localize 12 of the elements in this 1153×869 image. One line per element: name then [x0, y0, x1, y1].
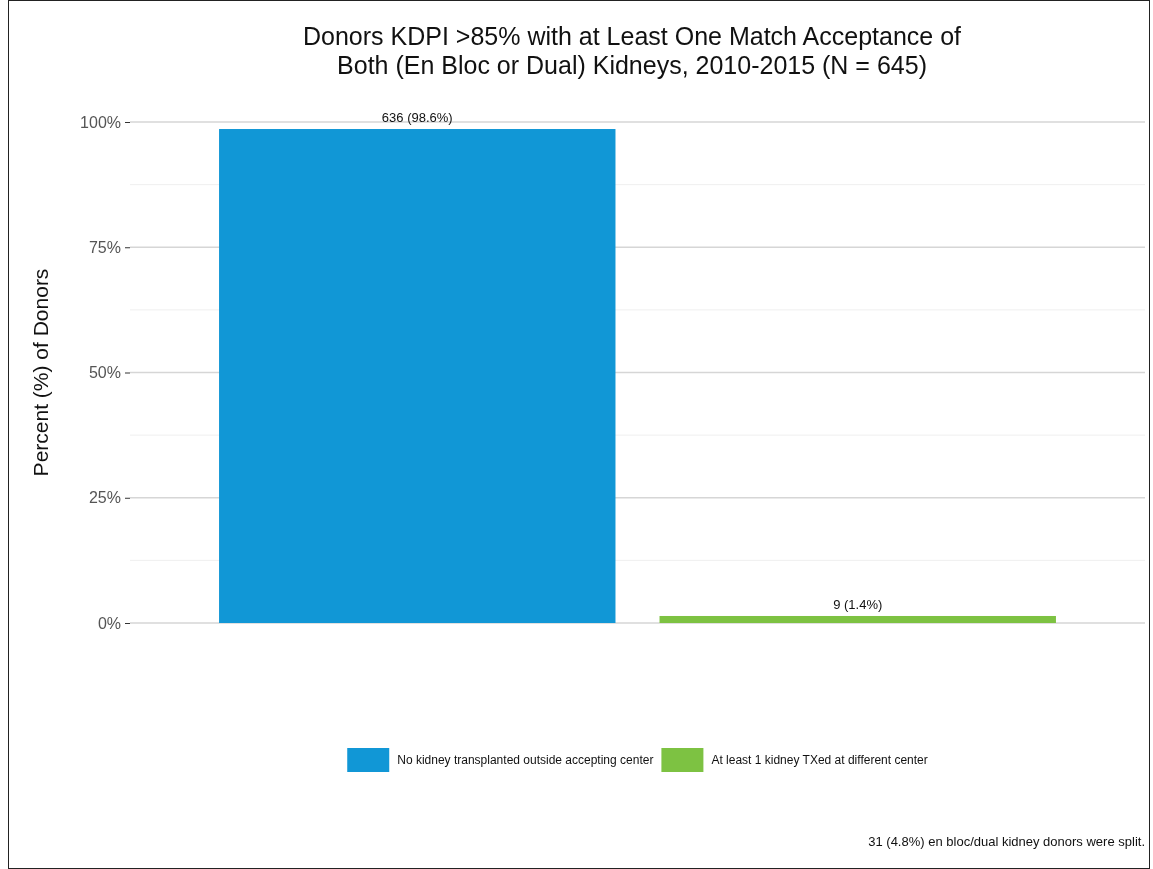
- y-tick-label: 75%: [88, 238, 121, 256]
- y-axis-title: Percent (%) of Donors: [29, 268, 52, 477]
- y-tick-label: 0%: [97, 614, 121, 632]
- y-tick-label: 50%: [88, 364, 121, 382]
- legend-label: No kidney transplanted outside accepting center: [397, 753, 654, 767]
- y-tick-label: 100%: [80, 113, 121, 131]
- data-label: 9 (1.4%): [833, 596, 883, 612]
- y-tick-label: 25%: [88, 489, 121, 507]
- data-label: 636 (98.6%): [381, 110, 453, 126]
- legend-label: At least 1 kidney TXed at different center: [711, 753, 928, 767]
- text: 31 (4.8%) en bloc/dual kidney donors were split.: [868, 834, 1145, 849]
- chart-title: Donors KDPI >85% with at Least One Match Acceptance of Both (En Bloc or Dual) Kidneys, 2010-2015 (N = 645): [303, 22, 962, 79]
